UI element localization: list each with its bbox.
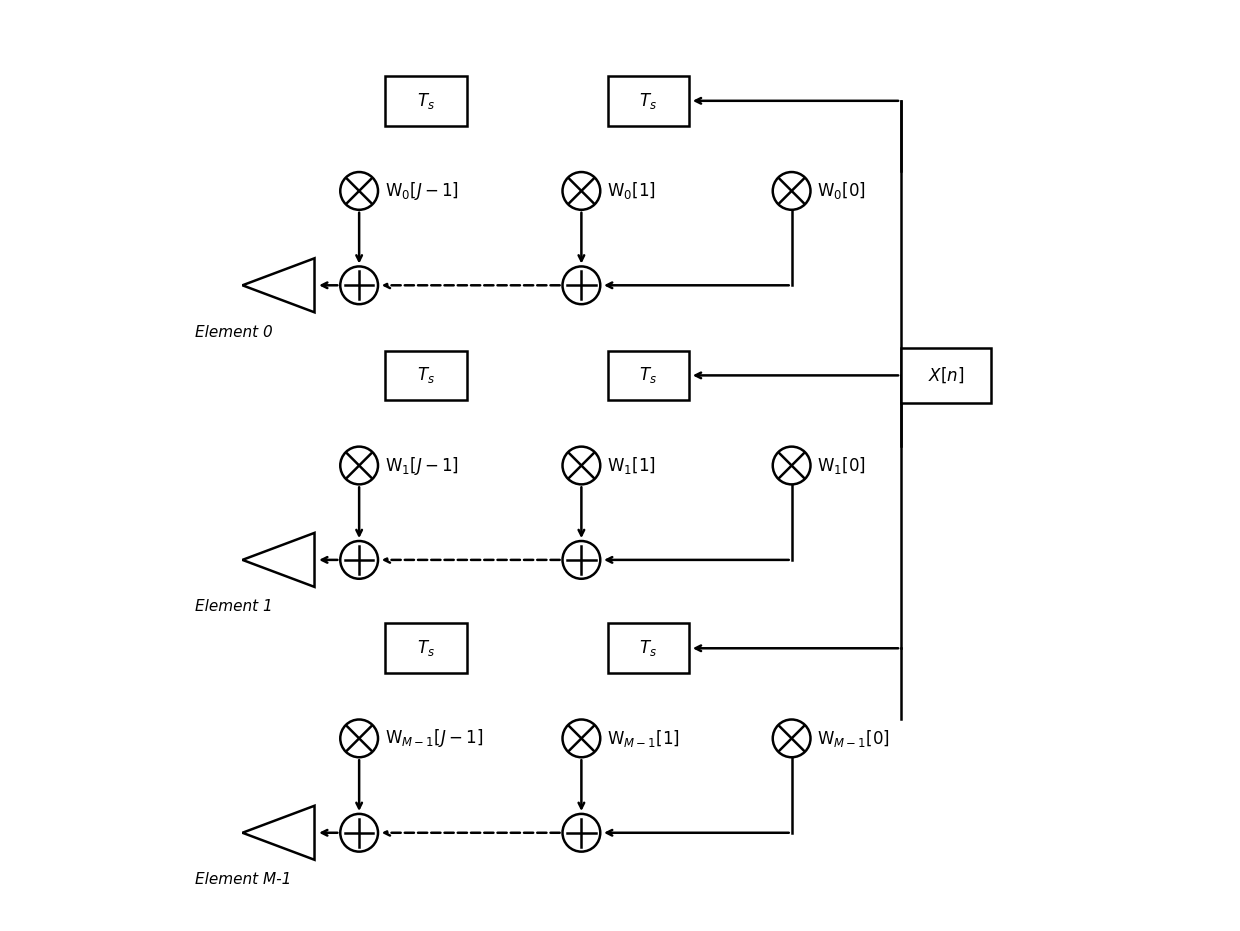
Text: $\mathrm{W}_0[J-1]$: $\mathrm{W}_0[J-1]$ [384,180,459,202]
Circle shape [340,541,378,579]
Text: Element M-1: Element M-1 [195,872,291,887]
Circle shape [563,172,600,209]
Circle shape [773,447,811,484]
Text: $\mathrm{W}_{M-1}[0]$: $\mathrm{W}_{M-1}[0]$ [817,728,890,749]
Text: $T_s$: $T_s$ [640,91,657,111]
Text: $X[n]$: $X[n]$ [928,366,965,385]
Text: $T_s$: $T_s$ [417,365,435,385]
Text: $T_s$: $T_s$ [417,91,435,111]
Text: $\mathrm{W}_0[0]$: $\mathrm{W}_0[0]$ [817,181,866,201]
Text: $\mathrm{W}_{M-1}[1]$: $\mathrm{W}_{M-1}[1]$ [608,728,680,749]
Bar [608,76,689,126]
Circle shape [773,720,811,757]
Circle shape [340,720,378,757]
Text: $\mathrm{W}_1[0]$: $\mathrm{W}_1[0]$ [817,455,866,476]
Bar [608,350,689,400]
Circle shape [340,814,378,852]
Bar [386,624,466,673]
Bar [386,76,466,126]
Circle shape [340,172,378,209]
Circle shape [563,541,600,579]
Text: Element 1: Element 1 [195,600,273,614]
Bar [608,624,689,673]
Text: $\mathrm{W}_0[1]$: $\mathrm{W}_0[1]$ [608,181,656,201]
Text: $\mathrm{W}_{M-1}[J-1]$: $\mathrm{W}_{M-1}[J-1]$ [384,727,484,749]
Text: $\mathrm{W}_1[1]$: $\mathrm{W}_1[1]$ [608,455,656,476]
Text: $T_s$: $T_s$ [640,365,657,385]
Circle shape [340,266,378,304]
Circle shape [563,720,600,757]
Bar [901,347,991,403]
Circle shape [563,814,600,852]
Circle shape [340,447,378,484]
Bar [386,350,466,400]
Circle shape [773,172,811,209]
Text: Element 0: Element 0 [195,325,273,340]
Circle shape [563,447,600,484]
Circle shape [563,266,600,304]
Text: $T_s$: $T_s$ [417,639,435,658]
Text: $\mathrm{W}_1[J-1]$: $\mathrm{W}_1[J-1]$ [384,454,459,477]
Text: $T_s$: $T_s$ [640,639,657,658]
